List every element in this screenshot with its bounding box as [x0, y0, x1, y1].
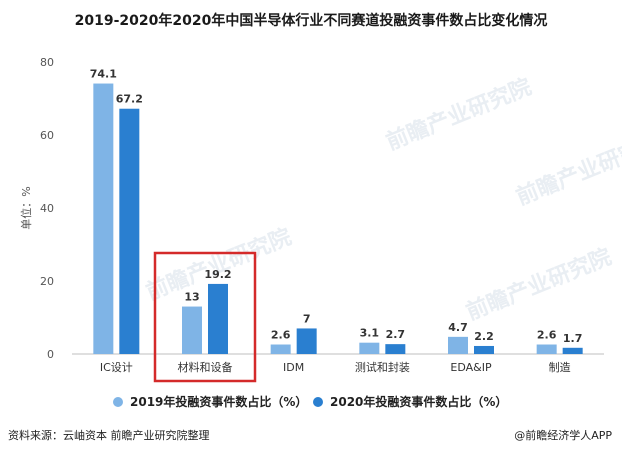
data-label: 13: [184, 291, 199, 304]
legend-marker: [313, 397, 323, 407]
legend-label: 2020年投融资事件数占比（%）: [330, 394, 507, 409]
source-note: 资料来源：云岫资本 前瞻产业研究院整理: [8, 428, 210, 442]
data-label: 67.2: [116, 93, 143, 106]
bar: [474, 345, 494, 354]
data-label: 2.6: [271, 329, 291, 342]
y-tick-label: 60: [40, 129, 54, 142]
bar: [385, 344, 406, 354]
y-tick-label: 80: [40, 56, 54, 69]
bar: [208, 283, 228, 354]
category-labels: IC设计 材料和设备 IDM 测试和封装 EDA&IP 制造: [100, 360, 571, 374]
bar: [270, 344, 291, 354]
category-label: IC设计: [100, 361, 133, 374]
legend: 2019年投融资事件数占比（%） 2020年投融资事件数占比（%）: [113, 394, 507, 409]
data-label: 2.7: [386, 328, 406, 341]
data-label: 3.1: [360, 327, 380, 340]
category-label: EDA&IP: [450, 361, 492, 374]
bars: [93, 83, 583, 354]
bar: [448, 336, 468, 354]
category-label: 测试和封装: [355, 360, 410, 374]
data-label: 19.2: [204, 268, 231, 281]
watermark-text: 前瞻产业研究院: [383, 74, 536, 156]
data-label: 74.1: [90, 68, 117, 81]
y-tick-label: 20: [40, 275, 54, 288]
bar: [93, 83, 114, 354]
data-label: 7: [303, 312, 311, 325]
bar: [536, 344, 557, 354]
chart-title: 2019-2020年2020年中国半导体行业不同赛道投融资事件数占比变化情况: [75, 12, 548, 29]
y-axis-label: 单位：%: [19, 186, 33, 229]
brand-label: @前瞻经济学人APP: [514, 428, 612, 442]
bar: [562, 347, 583, 354]
legend-label: 2019年投融资事件数占比（%）: [130, 394, 307, 409]
legend-marker: [113, 397, 123, 407]
watermark-text: 前瞻产业研究院: [463, 244, 616, 326]
category-label: 材料和设备: [178, 360, 233, 374]
highlight-box: [153, 251, 257, 383]
y-tick-label: 40: [40, 202, 54, 215]
watermark-text: 前瞻产业研究院: [513, 129, 622, 211]
data-label: 4.7: [448, 321, 468, 334]
category-label: IDM: [283, 361, 304, 374]
data-label: 2.6: [537, 329, 557, 342]
data-label: 2.2: [474, 330, 494, 343]
bar: [359, 342, 380, 354]
category-label: 制造: [549, 360, 571, 374]
bar: [296, 328, 317, 354]
bar-labels: 74.1 67.2 13 19.2 2.6 7 3.1 2.7 4.7 2.2 2.6 1.7: [90, 68, 583, 345]
bar: [182, 306, 202, 354]
y-axis-ticks: 0 20 40 60 80: [40, 56, 54, 361]
data-label: 1.7: [563, 332, 583, 345]
y-tick-label: 0: [47, 348, 54, 361]
bar: [119, 108, 140, 354]
